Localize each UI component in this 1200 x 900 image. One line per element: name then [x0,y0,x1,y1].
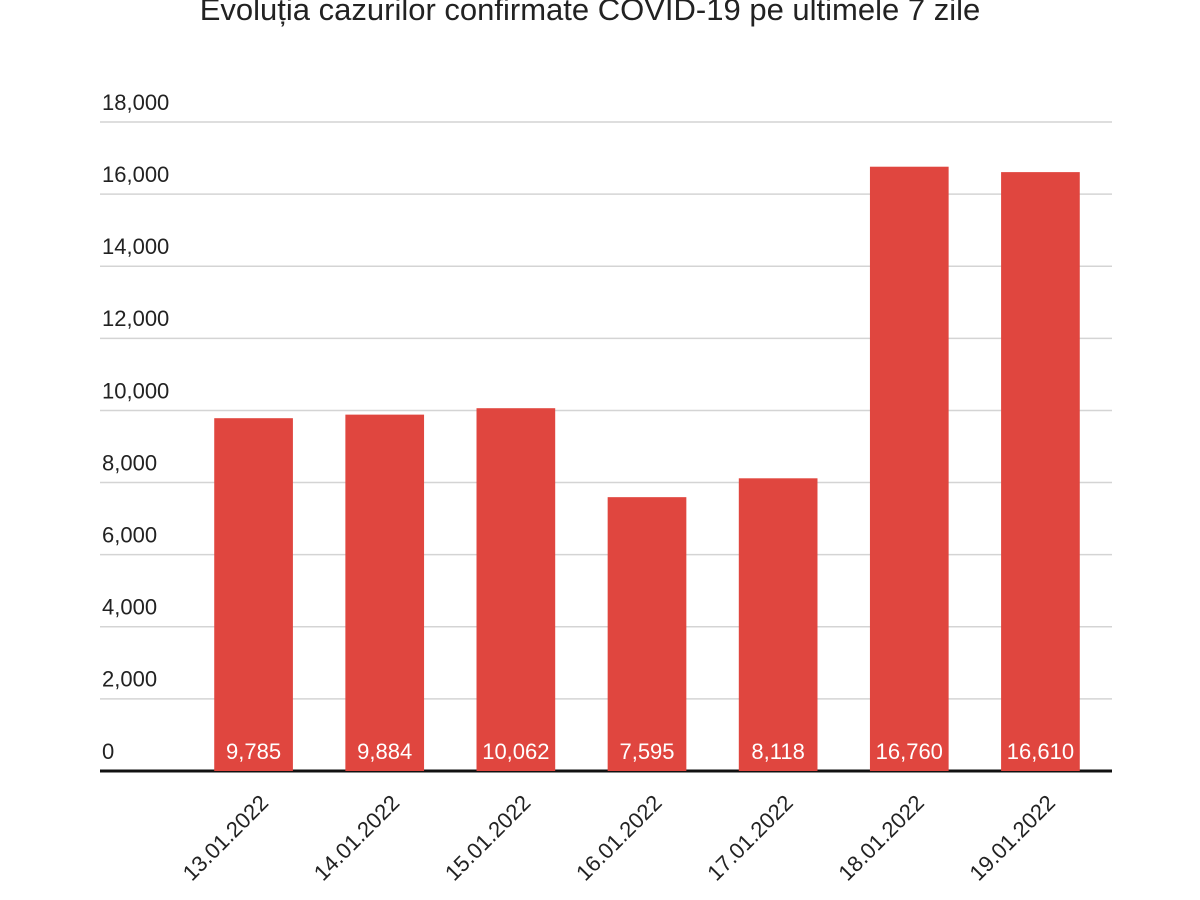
value-label: 9,884 [357,739,412,764]
y-tick-label: 2,000 [102,667,157,692]
y-tick-label: 18,000 [102,90,169,115]
x-tick-label: 18.01.2022 [833,790,929,886]
y-tick-label: 0 [102,739,114,764]
bar [738,478,818,771]
bar [345,414,425,771]
x-tick-label: 13.01.2022 [178,790,274,886]
x-tick-label: 15.01.2022 [440,790,536,886]
y-tick-label: 4,000 [102,595,157,620]
value-label: 16,760 [876,739,943,764]
bar [1001,172,1080,772]
x-tick-label: 19.01.2022 [965,790,1061,886]
y-tick-label: 14,000 [102,234,169,259]
bar [476,408,556,771]
x-tick-label: 17.01.2022 [702,790,798,886]
value-label: 7,595 [619,739,674,764]
y-tick-label: 16,000 [102,162,169,187]
y-tick-label: 6,000 [102,522,157,547]
y-tick-label: 10,000 [102,378,169,403]
bar [214,418,293,771]
value-label: 8,118 [751,739,804,764]
value-label: 9,785 [226,739,281,764]
y-tick-label: 8,000 [102,450,157,475]
y-tick-label: 12,000 [102,306,169,331]
value-label: 10,062 [482,739,549,764]
x-tick-label: 14.01.2022 [309,790,405,886]
chart-title: Evoluția cazurilor confirmate COVID-19 p… [200,0,980,27]
value-label: 16,610 [1007,739,1074,764]
bar [869,166,949,772]
bar [607,497,687,771]
x-tick-label: 16.01.2022 [571,790,667,886]
